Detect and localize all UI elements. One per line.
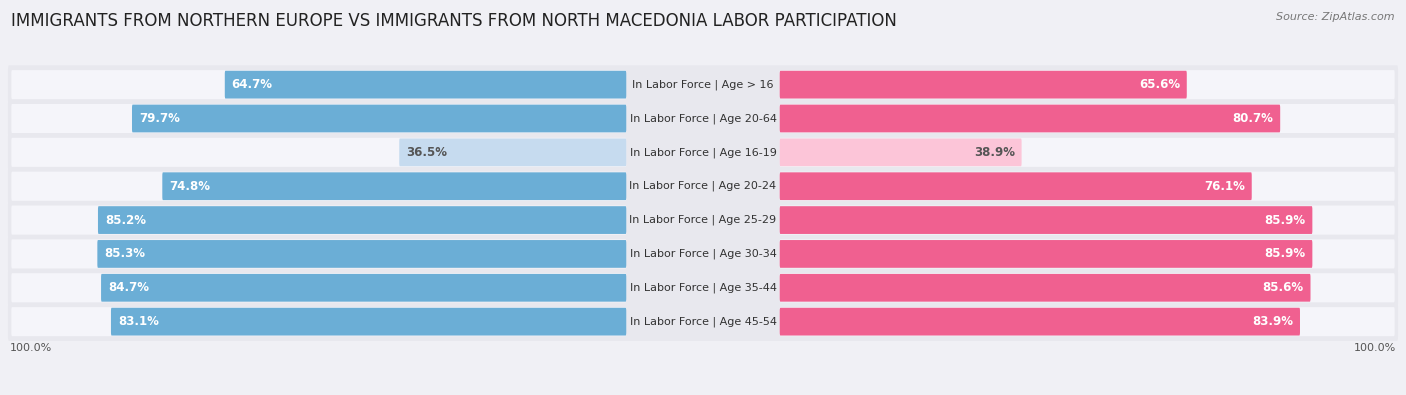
FancyBboxPatch shape bbox=[780, 307, 1395, 336]
FancyBboxPatch shape bbox=[8, 235, 1398, 273]
FancyBboxPatch shape bbox=[225, 71, 626, 98]
FancyBboxPatch shape bbox=[780, 104, 1395, 133]
FancyBboxPatch shape bbox=[780, 172, 1251, 200]
Text: 74.8%: 74.8% bbox=[169, 180, 209, 193]
FancyBboxPatch shape bbox=[111, 308, 626, 335]
FancyBboxPatch shape bbox=[162, 172, 626, 200]
Text: 85.9%: 85.9% bbox=[1264, 247, 1306, 260]
FancyBboxPatch shape bbox=[8, 167, 1398, 205]
Text: 84.7%: 84.7% bbox=[108, 281, 149, 294]
Text: IMMIGRANTS FROM NORTHERN EUROPE VS IMMIGRANTS FROM NORTH MACEDONIA LABOR PARTICI: IMMIGRANTS FROM NORTHERN EUROPE VS IMMIG… bbox=[11, 12, 897, 30]
FancyBboxPatch shape bbox=[101, 274, 626, 302]
FancyBboxPatch shape bbox=[11, 205, 626, 235]
Text: 100.0%: 100.0% bbox=[10, 343, 52, 353]
Text: In Labor Force | Age 45-54: In Labor Force | Age 45-54 bbox=[630, 316, 776, 327]
FancyBboxPatch shape bbox=[780, 239, 1395, 269]
Text: 76.1%: 76.1% bbox=[1204, 180, 1244, 193]
Text: 80.7%: 80.7% bbox=[1233, 112, 1274, 125]
Text: 65.6%: 65.6% bbox=[1139, 78, 1180, 91]
Legend: Immigrants from Northern Europe, Immigrants from North Macedonia: Immigrants from Northern Europe, Immigra… bbox=[283, 394, 789, 395]
FancyBboxPatch shape bbox=[11, 239, 626, 269]
FancyBboxPatch shape bbox=[11, 273, 626, 302]
FancyBboxPatch shape bbox=[8, 201, 1398, 239]
Text: 85.9%: 85.9% bbox=[1264, 214, 1306, 227]
Text: In Labor Force | Age 35-44: In Labor Force | Age 35-44 bbox=[630, 282, 776, 293]
FancyBboxPatch shape bbox=[97, 240, 626, 268]
FancyBboxPatch shape bbox=[132, 105, 626, 132]
Text: 38.9%: 38.9% bbox=[974, 146, 1015, 159]
FancyBboxPatch shape bbox=[98, 206, 626, 234]
Text: In Labor Force | Age 16-19: In Labor Force | Age 16-19 bbox=[630, 147, 776, 158]
Text: 36.5%: 36.5% bbox=[406, 146, 447, 159]
Text: 85.2%: 85.2% bbox=[105, 214, 146, 227]
FancyBboxPatch shape bbox=[780, 274, 1310, 302]
Text: 83.1%: 83.1% bbox=[118, 315, 159, 328]
FancyBboxPatch shape bbox=[11, 138, 626, 167]
FancyBboxPatch shape bbox=[11, 307, 626, 336]
FancyBboxPatch shape bbox=[780, 308, 1301, 335]
FancyBboxPatch shape bbox=[8, 133, 1398, 172]
FancyBboxPatch shape bbox=[780, 71, 1187, 98]
FancyBboxPatch shape bbox=[11, 172, 626, 201]
FancyBboxPatch shape bbox=[11, 70, 626, 99]
FancyBboxPatch shape bbox=[780, 105, 1281, 132]
Text: 85.6%: 85.6% bbox=[1263, 281, 1303, 294]
FancyBboxPatch shape bbox=[11, 104, 626, 133]
Text: In Labor Force | Age > 16: In Labor Force | Age > 16 bbox=[633, 79, 773, 90]
FancyBboxPatch shape bbox=[780, 206, 1312, 234]
FancyBboxPatch shape bbox=[8, 269, 1398, 307]
FancyBboxPatch shape bbox=[399, 139, 626, 166]
FancyBboxPatch shape bbox=[8, 65, 1398, 104]
Text: 100.0%: 100.0% bbox=[1354, 343, 1396, 353]
FancyBboxPatch shape bbox=[8, 302, 1398, 341]
Text: In Labor Force | Age 20-64: In Labor Force | Age 20-64 bbox=[630, 113, 776, 124]
FancyBboxPatch shape bbox=[780, 205, 1395, 235]
FancyBboxPatch shape bbox=[780, 138, 1395, 167]
Text: In Labor Force | Age 30-34: In Labor Force | Age 30-34 bbox=[630, 249, 776, 259]
FancyBboxPatch shape bbox=[780, 70, 1395, 99]
FancyBboxPatch shape bbox=[8, 99, 1398, 138]
Text: 79.7%: 79.7% bbox=[139, 112, 180, 125]
FancyBboxPatch shape bbox=[780, 240, 1312, 268]
Text: 85.3%: 85.3% bbox=[104, 247, 145, 260]
Text: 83.9%: 83.9% bbox=[1253, 315, 1294, 328]
FancyBboxPatch shape bbox=[780, 273, 1395, 302]
Text: In Labor Force | Age 20-24: In Labor Force | Age 20-24 bbox=[630, 181, 776, 192]
FancyBboxPatch shape bbox=[780, 139, 1022, 166]
Text: Source: ZipAtlas.com: Source: ZipAtlas.com bbox=[1277, 12, 1395, 22]
Text: 64.7%: 64.7% bbox=[232, 78, 273, 91]
FancyBboxPatch shape bbox=[780, 172, 1395, 201]
Text: In Labor Force | Age 25-29: In Labor Force | Age 25-29 bbox=[630, 215, 776, 225]
